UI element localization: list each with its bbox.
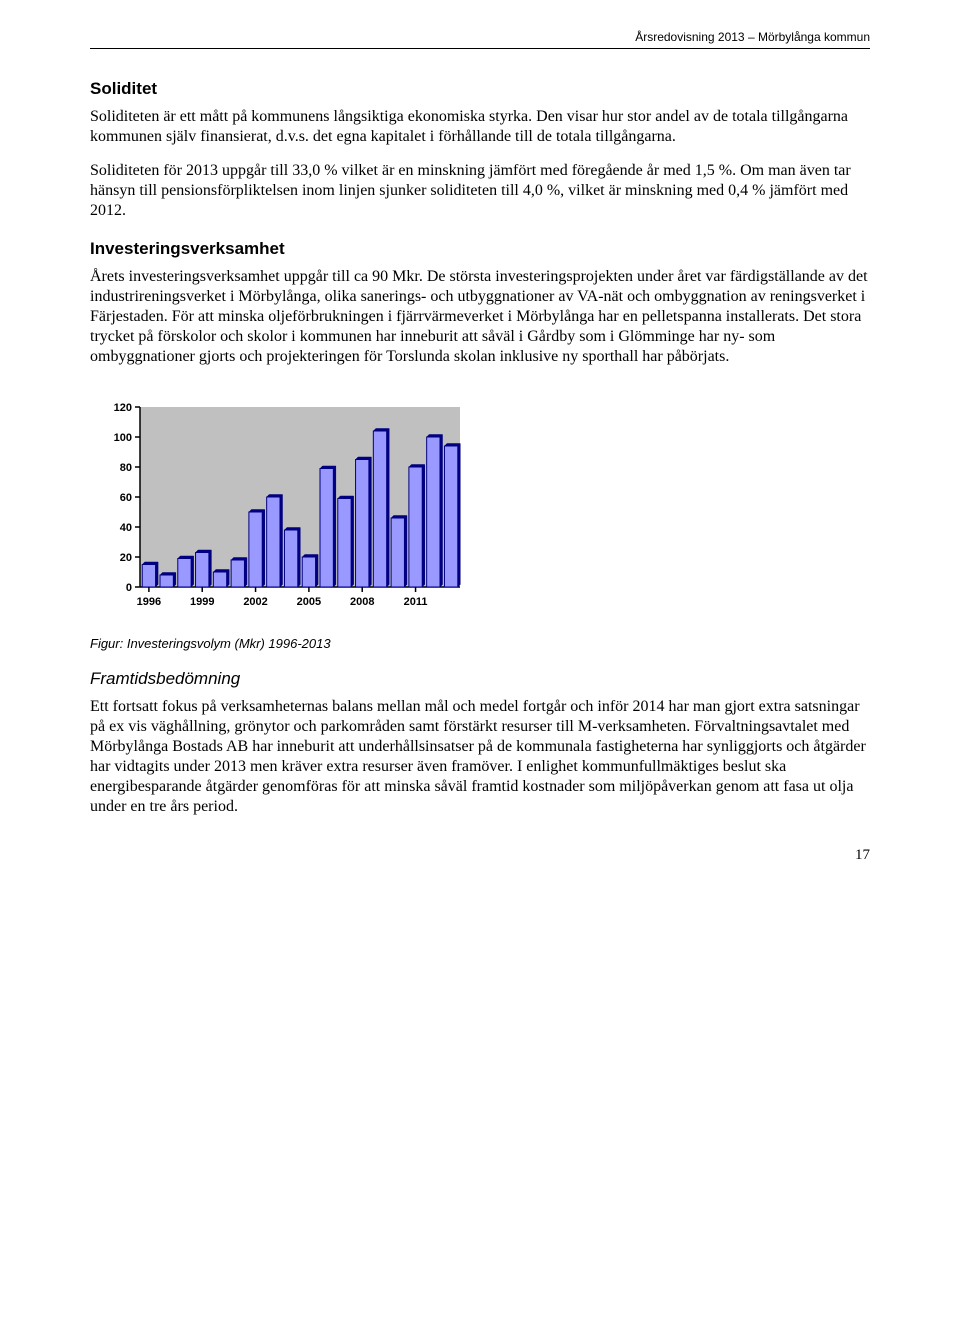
framtid-p1: Ett fortsatt fokus på verksamheternas ba… (90, 697, 870, 817)
svg-text:0: 0 (126, 582, 132, 594)
investering-p1: Årets investeringsverksamhet uppgår till… (90, 267, 870, 367)
framtid-heading: Framtidsbedömning (90, 669, 870, 689)
page-header: Årsredovisning 2013 – Mörbylånga kommun (90, 30, 870, 44)
svg-text:2011: 2011 (404, 596, 428, 608)
svg-text:1999: 1999 (190, 596, 214, 608)
svg-text:2005: 2005 (297, 596, 321, 608)
investment-bar-chart: 0 20 40 60 80 100 120 1996 1999 2002 2005 2008 2011 (90, 397, 480, 617)
header-rule (90, 48, 870, 49)
svg-text:80: 80 (120, 462, 132, 474)
investering-heading: Investeringsverksamhet (90, 239, 870, 259)
svg-text:20: 20 (120, 552, 132, 564)
soliditet-p1: Soliditeten är ett mått på kommunens lån… (90, 107, 870, 147)
soliditet-heading: Soliditet (90, 79, 870, 99)
page-number: 17 (90, 847, 870, 864)
document-page: Årsredovisning 2013 – Mörbylånga kommun … (0, 0, 960, 904)
chart-container: 0 20 40 60 80 100 120 1996 1999 2002 2005 2008 2011 (90, 397, 480, 622)
svg-text:120: 120 (114, 402, 132, 414)
svg-text:60: 60 (120, 492, 132, 504)
figure-caption: Figur: Investeringsvolym (Mkr) 1996-2013 (90, 636, 870, 651)
soliditet-p2: Soliditeten för 2013 uppgår till 33,0 % … (90, 161, 870, 221)
svg-text:2002: 2002 (243, 596, 267, 608)
svg-text:1996: 1996 (137, 596, 161, 608)
svg-text:2008: 2008 (350, 596, 374, 608)
svg-text:40: 40 (120, 522, 132, 534)
svg-text:100: 100 (114, 432, 132, 444)
